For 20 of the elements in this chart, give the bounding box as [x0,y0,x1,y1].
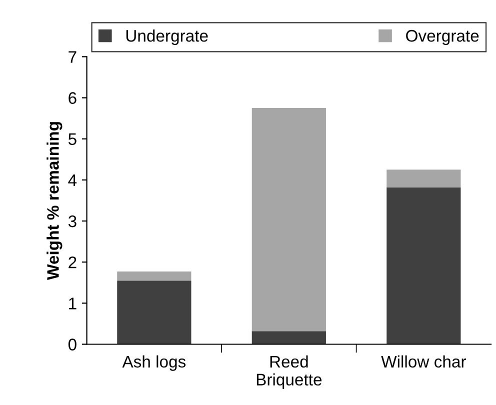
y-axis-title: Weight % remaining [46,122,62,280]
y-tick-label: 3 [68,215,76,228]
bar [252,108,326,332]
y-tick-label: 5 [68,133,76,146]
x-tick-label: Ash logs [122,355,186,371]
y-tick-label: 4 [68,174,77,186]
x-tick-label: Willow char [381,355,466,368]
bar [252,331,326,344]
y-tick-label: 1 [69,298,76,310]
bar [386,187,461,344]
y-tick-label: 0 [68,338,76,350]
bar [386,170,461,188]
bar [117,272,192,281]
legend-label: Overgrate [406,30,479,46]
y-tick-label: 7 [68,51,76,63]
x-tick-label: Reed Briquette [256,355,322,389]
y-tick-label: 6 [68,92,76,104]
legend-label: Undergrate [126,29,208,46]
y-tick-label: 2 [68,256,76,268]
bar [117,280,192,344]
